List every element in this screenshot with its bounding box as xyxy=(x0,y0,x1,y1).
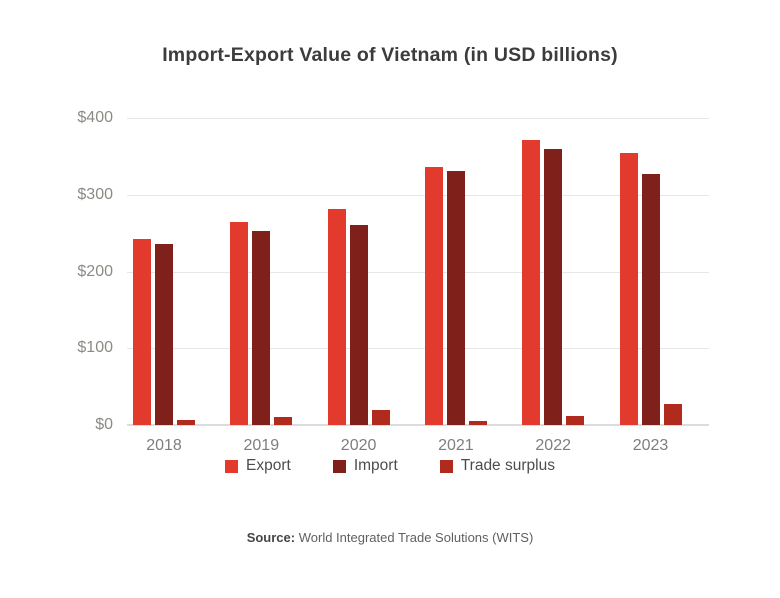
bar-group-2018 xyxy=(133,238,195,425)
x-tick-label-2018: 2018 xyxy=(146,437,182,454)
bar-trade-surplus-2023 xyxy=(663,403,682,425)
legend-item-export: Export xyxy=(225,457,291,475)
y-tick-label-100: $100 xyxy=(77,339,113,357)
bar-group-2021 xyxy=(424,167,487,425)
bar-import-2018 xyxy=(155,243,173,425)
chart-title: Import-Export Value of Vietnam (in USD b… xyxy=(162,44,618,66)
gridline-100 xyxy=(127,348,709,350)
bar-group-2023 xyxy=(619,152,682,425)
bar-trade-surplus-2018 xyxy=(177,419,195,425)
legend-label: Trade surplus xyxy=(460,457,555,474)
x-tick-label-2023: 2023 xyxy=(632,437,669,454)
bar-trade-surplus-2022 xyxy=(566,415,585,425)
source-label: Source: xyxy=(246,530,296,545)
legend: Export Import Trade surplus xyxy=(0,457,780,475)
bar-export-2023 xyxy=(619,152,638,425)
x-tick-label-2019: 2019 xyxy=(243,437,280,454)
y-tick-label-300: $300 xyxy=(77,185,113,203)
y-tick-label-200: $200 xyxy=(77,262,113,280)
bar-export-2021 xyxy=(424,167,443,425)
x-tick-label-2020: 2020 xyxy=(340,437,377,454)
bar-group-2020 xyxy=(327,209,390,425)
bar-export-2018 xyxy=(133,238,151,425)
y-tick-label-400: $400 xyxy=(77,109,113,126)
bar-group-2022 xyxy=(522,140,585,425)
bar-import-2020 xyxy=(349,224,368,425)
source-note: Source: World Integrated Trade Solutions… xyxy=(0,530,780,545)
legend-swatch-icon xyxy=(332,459,346,473)
x-tick-label-2022: 2022 xyxy=(535,437,571,454)
legend-item-trade-surplus: Trade surplus xyxy=(439,457,555,475)
bar-trade-surplus-2019 xyxy=(274,416,293,425)
bar-group-2019 xyxy=(230,222,293,425)
bar-import-2022 xyxy=(544,149,563,425)
legend-label: Export xyxy=(246,457,291,474)
x-tick-label-2021: 2021 xyxy=(438,437,474,454)
legend-item-import: Import xyxy=(332,457,398,475)
legend-label: Import xyxy=(353,457,398,474)
bar-trade-surplus-2020 xyxy=(371,409,390,425)
legend-swatch-icon xyxy=(439,459,453,473)
y-tick-label-0: $0 xyxy=(95,416,113,433)
gridline-300 xyxy=(127,194,709,196)
gridline-400 xyxy=(127,118,709,119)
gridline-200 xyxy=(127,271,709,273)
bar-import-2021 xyxy=(446,170,465,425)
x-axis-baseline xyxy=(127,424,709,426)
bar-export-2020 xyxy=(327,209,346,425)
bar-trade-surplus-2021 xyxy=(468,421,487,425)
bar-export-2019 xyxy=(230,222,249,425)
bar-export-2022 xyxy=(522,140,541,425)
legend-swatch-icon xyxy=(225,459,239,473)
bar-import-2019 xyxy=(252,230,271,425)
bar-import-2023 xyxy=(641,174,660,425)
source-text: World Integrated Trade Solutions (WITS) xyxy=(298,530,534,545)
